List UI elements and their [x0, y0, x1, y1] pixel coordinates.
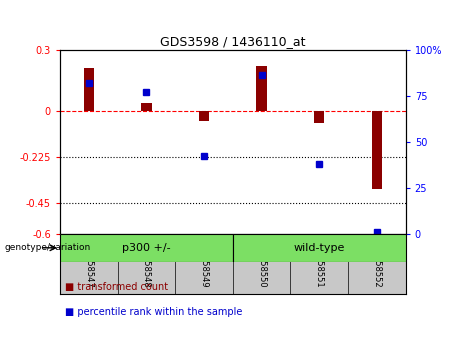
Bar: [141, 103, 152, 111]
Text: GSM458551: GSM458551: [315, 236, 324, 287]
Text: GSM458548: GSM458548: [142, 236, 151, 287]
Bar: [372, 111, 382, 189]
Text: wild-type: wild-type: [294, 243, 345, 253]
Text: GSM458549: GSM458549: [200, 236, 208, 287]
Bar: [256, 66, 267, 111]
Text: p300 +/-: p300 +/-: [122, 243, 171, 253]
Text: ■ transformed count: ■ transformed count: [65, 282, 168, 292]
Text: GSM458550: GSM458550: [257, 236, 266, 287]
Text: genotype/variation: genotype/variation: [5, 243, 91, 252]
Bar: [314, 111, 325, 123]
Title: GDS3598 / 1436110_at: GDS3598 / 1436110_at: [160, 35, 306, 48]
Bar: [83, 68, 94, 111]
Text: GSM458552: GSM458552: [372, 236, 381, 287]
Bar: [233, 234, 406, 262]
Bar: [199, 111, 209, 121]
Text: GSM458547: GSM458547: [84, 236, 93, 287]
Bar: [60, 234, 233, 262]
Text: ■ percentile rank within the sample: ■ percentile rank within the sample: [65, 307, 242, 316]
